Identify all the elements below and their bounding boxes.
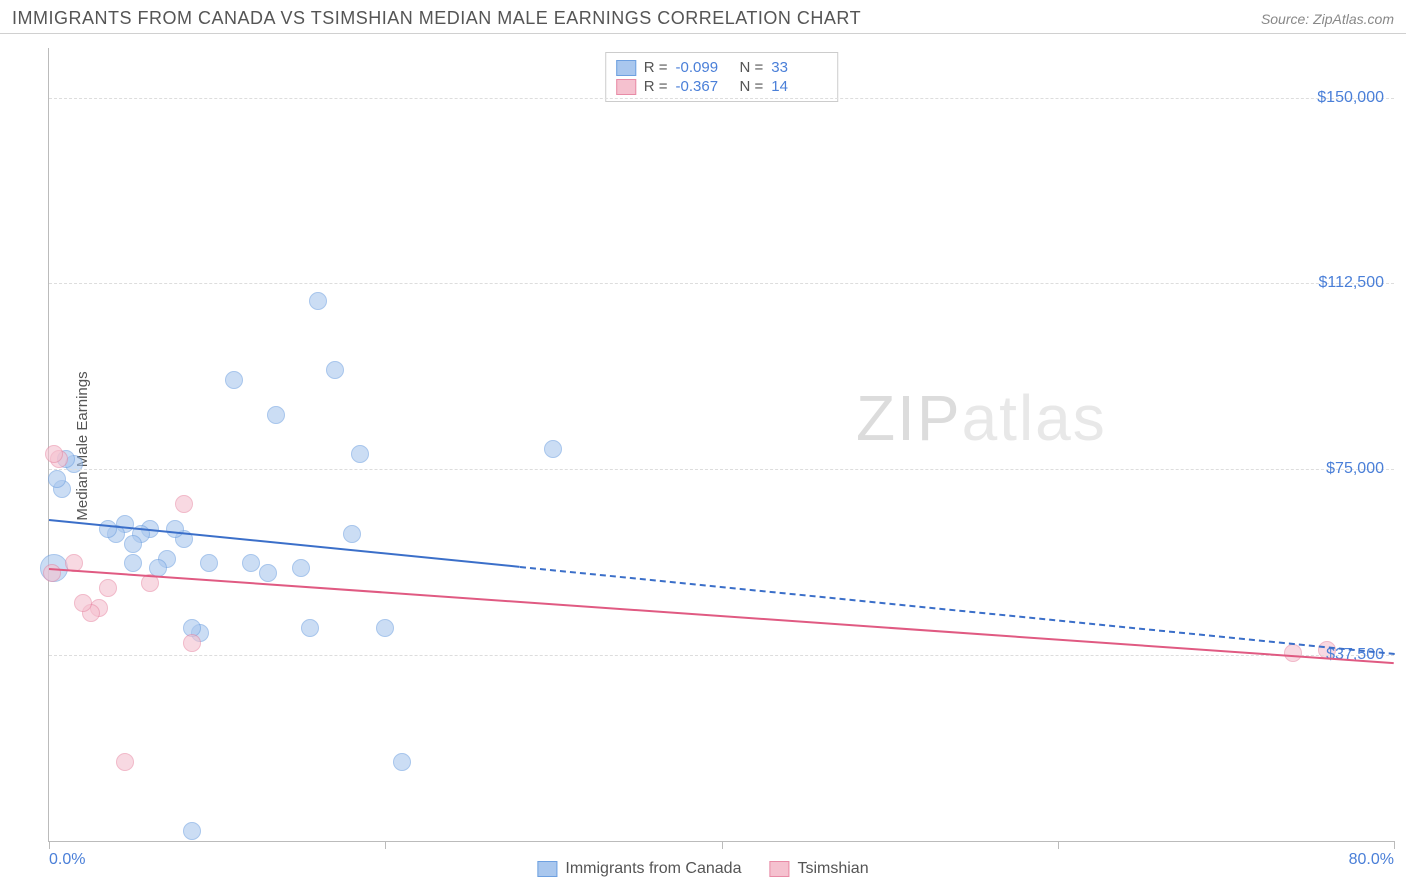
stat-n-value: 33 [771,59,827,76]
legend-swatch [616,79,636,95]
stat-n-value: 14 [771,78,827,95]
data-point [259,564,277,582]
data-point [116,753,134,771]
gridline [49,98,1394,99]
gridline [49,283,1394,284]
data-point [99,520,117,538]
x-tick [1394,841,1395,849]
legend-swatch [616,60,636,76]
data-point [166,520,184,538]
stat-r-label: R = [644,59,668,76]
data-point [351,445,369,463]
legend-swatch [537,861,557,877]
x-axis-label: 0.0% [49,851,85,869]
x-tick [1058,841,1059,849]
bottom-legend: Immigrants from Canada Tsimshian [537,860,868,878]
data-point [309,292,327,310]
x-tick [49,841,50,849]
y-tick-label: $75,000 [1326,460,1384,478]
data-point [124,554,142,572]
legend-label: Tsimshian [797,860,868,878]
legend-label: Immigrants from Canada [565,860,741,878]
legend-row: R = -0.099 N = 33 [616,59,828,76]
stat-n-label: N = [740,78,764,95]
data-point [1284,644,1302,662]
trend-line [49,568,1394,664]
data-point [242,554,260,572]
data-point [267,406,285,424]
data-point [45,445,63,463]
data-point [343,525,361,543]
data-point [544,440,562,458]
data-point [48,470,66,488]
data-point [99,579,117,597]
data-point [326,361,344,379]
data-point [292,559,310,577]
stats-legend: R = -0.099 N = 33 R = -0.367 N = 14 [605,52,839,102]
stat-r-label: R = [644,78,668,95]
stat-r-value: -0.099 [676,59,732,76]
stat-n-label: N = [740,59,764,76]
data-point [183,634,201,652]
data-point [376,619,394,637]
x-tick [722,841,723,849]
chart-title: IMMIGRANTS FROM CANADA VS TSIMSHIAN MEDI… [12,8,861,29]
data-point [200,554,218,572]
data-point [183,822,201,840]
legend-swatch [769,861,789,877]
stat-r-value: -0.367 [676,78,732,95]
source-label: Source: ZipAtlas.com [1261,11,1394,27]
data-point [74,594,92,612]
x-tick [385,841,386,849]
legend-row: R = -0.367 N = 14 [616,78,828,95]
trend-line [49,519,520,568]
data-point [175,495,193,513]
header: IMMIGRANTS FROM CANADA VS TSIMSHIAN MEDI… [0,0,1406,34]
bottom-legend-item: Immigrants from Canada [537,860,741,878]
data-point [43,564,61,582]
watermark: ZIPatlas [856,381,1107,455]
data-point [393,753,411,771]
bottom-legend-item: Tsimshian [769,860,868,878]
y-tick-label: $150,000 [1317,89,1384,107]
gridline [49,469,1394,470]
data-point [124,535,142,553]
data-point [301,619,319,637]
y-tick-label: $112,500 [1318,274,1384,292]
x-axis-label: 80.0% [1349,851,1394,869]
data-point [225,371,243,389]
chart-area: ZIPatlas R =-0.099N =33R =-0.367N =14 $3… [48,48,1394,842]
gridline [49,655,1394,656]
